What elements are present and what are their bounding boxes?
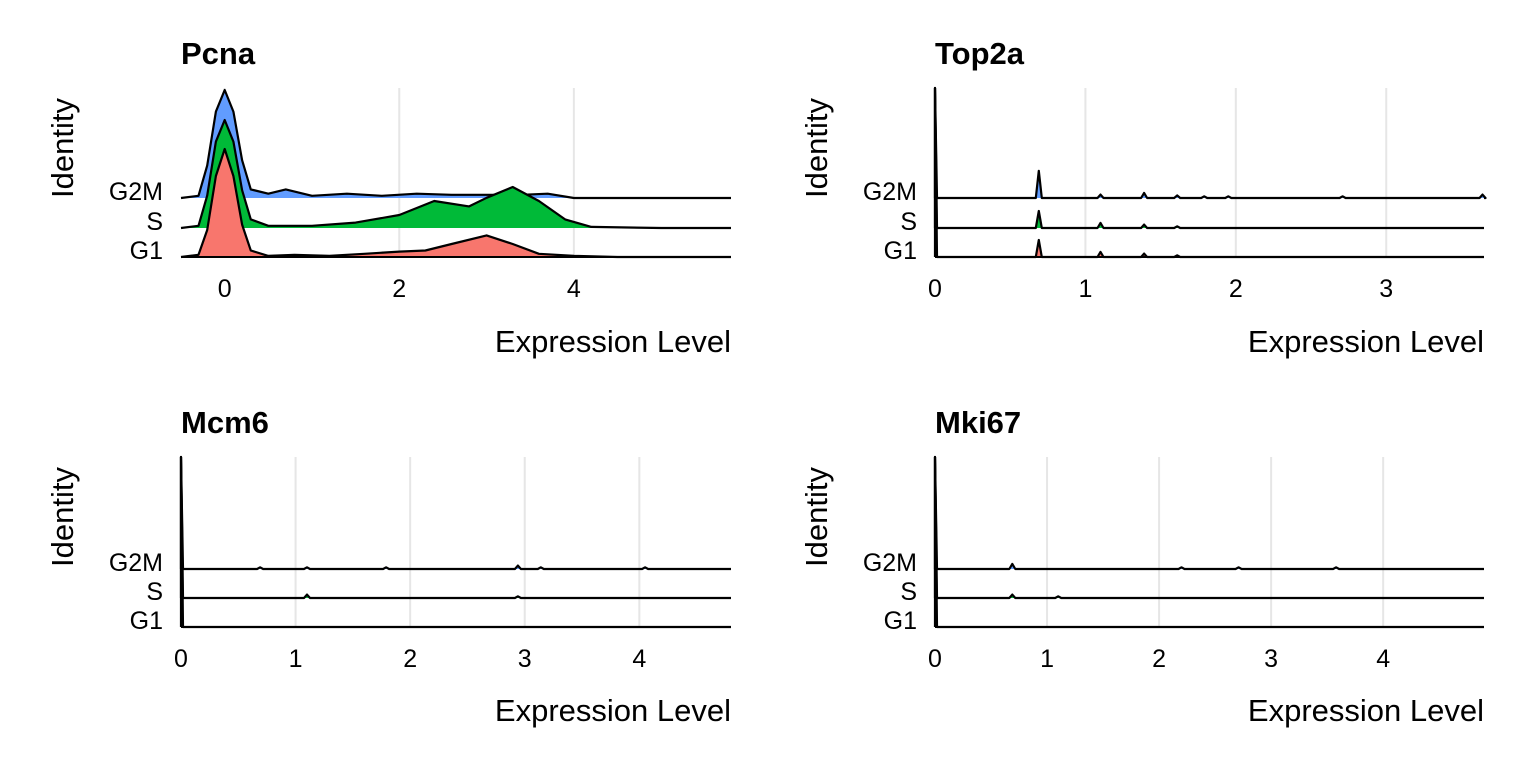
y-axis-title: Identity <box>45 467 80 567</box>
x-tick-label: 0 <box>928 275 942 303</box>
x-tick-label: 2 <box>392 275 406 303</box>
row-label-g2m: G2M <box>863 549 917 577</box>
y-axis-title: Identity <box>799 98 834 198</box>
x-axis-title: Expression Level <box>1248 693 1484 728</box>
ridge-line-s <box>180 118 731 230</box>
row-label-g1: G1 <box>884 607 917 635</box>
x-tick-label: 2 <box>1152 645 1166 673</box>
ridge-fill-s <box>181 120 731 228</box>
ridge-line-g2m <box>180 88 731 200</box>
y-axis-title: Identity <box>45 98 80 198</box>
x-tick-label: 1 <box>1078 275 1092 303</box>
row-label-g1: G1 <box>884 237 917 265</box>
row-label-g2m: G2M <box>109 178 163 206</box>
x-axis-title: Expression Level <box>495 324 731 359</box>
ridge-line-g2m <box>933 455 1484 571</box>
ridge-fill-s <box>181 457 731 598</box>
ridge-line-s <box>933 455 1484 600</box>
ridge-line-s <box>933 86 1484 230</box>
ridge-line-g1 <box>180 147 731 259</box>
x-tick-label: 3 <box>518 645 532 673</box>
ridge-fill-g2m <box>181 457 731 569</box>
x-axis-title: Expression Level <box>1248 324 1484 359</box>
ridge-fill-g1 <box>935 457 1484 627</box>
row-label-g2m: G2M <box>863 178 917 206</box>
ridge-line-g1 <box>179 455 731 629</box>
x-tick-label: 1 <box>1040 645 1054 673</box>
x-axis-title: Expression Level <box>495 693 731 728</box>
x-tick-label: 3 <box>1264 645 1278 673</box>
ridge-line-g1 <box>933 86 1484 259</box>
ridge-fill-g1 <box>935 88 1484 257</box>
row-label-g1: G1 <box>130 607 163 635</box>
panel-title: Mcm6 <box>181 405 269 440</box>
ridge-fill-g2m <box>181 90 731 198</box>
ridge-fill-g1 <box>181 149 731 257</box>
x-tick-label: 4 <box>567 275 581 303</box>
x-tick-label: 0 <box>174 645 188 673</box>
x-tick-label: 1 <box>289 645 303 673</box>
y-axis-title: Identity <box>799 467 834 567</box>
panel-title: Mki67 <box>935 405 1021 440</box>
row-label-g1: G1 <box>130 237 163 265</box>
x-tick-label: 4 <box>1376 645 1390 673</box>
row-label-s: S <box>146 208 163 236</box>
ridge-line-g2m <box>179 455 731 571</box>
ridge-fill-g2m <box>935 88 1486 198</box>
ridge-line-g2m <box>933 86 1487 200</box>
x-tick-label: 0 <box>218 275 232 303</box>
ridge-fill-g1 <box>181 457 731 627</box>
panel-title: Pcna <box>181 36 256 71</box>
x-tick-label: 2 <box>403 645 417 673</box>
row-label-g2m: G2M <box>109 549 163 577</box>
row-label-s: S <box>900 578 917 606</box>
x-tick-label: 2 <box>1229 275 1243 303</box>
row-label-s: S <box>146 578 163 606</box>
row-label-s: S <box>900 208 917 236</box>
x-tick-label: 3 <box>1379 275 1393 303</box>
ridge-fill-g2m <box>935 457 1484 569</box>
x-tick-label: 4 <box>632 645 646 673</box>
ridge-fill-s <box>935 88 1484 228</box>
panel-title: Top2a <box>935 36 1025 71</box>
ridge-line-s <box>179 455 731 600</box>
ridge-line-g1 <box>933 455 1484 629</box>
x-tick-label: 0 <box>928 645 942 673</box>
ridge-fill-s <box>935 457 1484 598</box>
